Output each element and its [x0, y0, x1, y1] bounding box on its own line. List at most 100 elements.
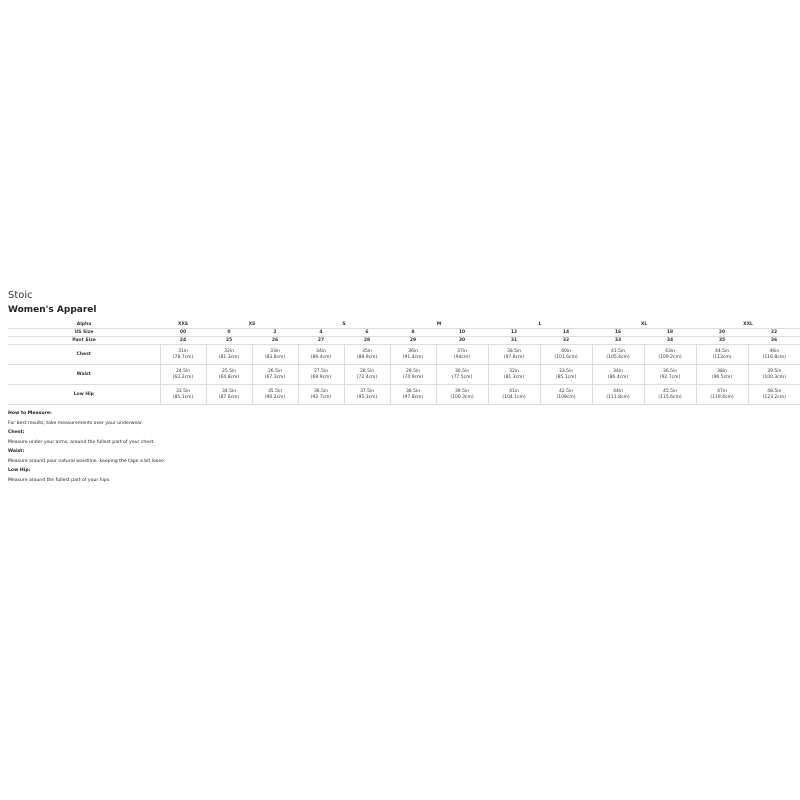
cm-value: (88.9cm)	[356, 354, 378, 360]
us-size-cell: 12	[488, 328, 541, 337]
measurement-cell: 38.5in (97.8cm)	[487, 344, 541, 365]
cm-value: (113cm)	[712, 354, 732, 360]
cm-value: (123.2cm)	[762, 394, 786, 400]
us-size-cell: 22	[748, 328, 800, 337]
inches-value: 38.5in	[506, 348, 522, 354]
pant-size-cell: 29	[390, 336, 436, 345]
measurement-cell: 34in (86.4cm)	[591, 364, 645, 385]
alpha-row: Alpha XXS XS S M L XL XXL	[8, 321, 800, 329]
size-table: Alpha XXS XS S M L XL XXL US Size 00 0 2 4 6 8 10 12 14 16…	[8, 321, 800, 405]
row-label: Chest	[8, 344, 160, 365]
inches-value: 34in	[613, 368, 623, 374]
measurement-cell: 34.5in (87.6cm)	[205, 384, 252, 405]
cm-value: (92.7cm)	[659, 374, 681, 380]
us-size-cell: 10	[436, 328, 489, 337]
alpha-size-cell: XXS	[160, 321, 206, 329]
note-heading: How to Measure:	[8, 411, 52, 416]
inches-value: 37in	[457, 348, 467, 354]
how-to-measure: How to Measure: For best results, take me…	[8, 411, 800, 483]
inches-value: 32in	[509, 368, 519, 374]
us-size-cell: 4	[298, 328, 344, 337]
measurement-cell: 48.5in (123.2cm)	[747, 384, 800, 405]
cm-value: (86.4cm)	[310, 354, 332, 360]
measurement-cell: 34in (86.4cm)	[297, 344, 344, 365]
us-size-cell: 18	[644, 328, 697, 337]
measurement-cell: 33in (83.8cm)	[251, 344, 298, 365]
row-label: Pant Size	[8, 336, 160, 345]
measurement-cell: 27.5in (69.9cm)	[297, 364, 344, 385]
pant-size-cell: 28	[344, 336, 390, 345]
inches-value: 48.5in	[767, 388, 782, 394]
row-label: Alpha	[8, 321, 160, 329]
inches-value: 26.5in	[267, 368, 283, 374]
inches-value: 34in	[316, 348, 326, 354]
inches-value: 41in	[509, 388, 519, 394]
inches-value: 32in	[224, 348, 234, 354]
alpha-size-cell: M	[390, 321, 489, 329]
measurement-cell: 38in (96.5cm)	[695, 364, 749, 385]
measurement-cell: 36in (91.4cm)	[389, 344, 436, 365]
pant-size-cell: 27	[298, 336, 344, 345]
cm-value: (101.6cm)	[554, 354, 578, 360]
cm-value: (67.3cm)	[264, 374, 286, 380]
us-size-cell: 20	[696, 328, 749, 337]
inches-value: 33.5in	[175, 388, 191, 394]
us-size-cell: 6	[344, 328, 390, 337]
cm-value: (97.8cm)	[503, 354, 525, 360]
measurement-cell: 43in (109.2cm)	[643, 344, 697, 365]
measurement-cell: 41in (104.1cm)	[487, 384, 541, 405]
pant-size-cell: 32	[540, 336, 593, 345]
inches-value: 34.5in	[221, 388, 237, 394]
cm-value: (100.3cm)	[450, 394, 474, 400]
us-size-cell: 8	[390, 328, 436, 337]
cm-value: (91.4cm)	[402, 354, 424, 360]
cm-value: (64.8cm)	[218, 374, 240, 380]
inches-value: 47in	[717, 388, 727, 394]
cm-value: (104.1cm)	[502, 394, 526, 400]
cm-value: (69.9cm)	[310, 374, 332, 380]
inches-value: 44.5in	[714, 348, 730, 354]
cm-value: (97.8cm)	[402, 394, 424, 400]
cm-value: (116.8cm)	[762, 354, 786, 360]
measurement-cell: 35in (88.9cm)	[343, 344, 390, 365]
measurement-row: Chest 31in (78.7cm) 32in (81.3cm) 33in (83.8cm…	[8, 344, 800, 365]
measurement-cell: 36.5in (92.7cm)	[643, 364, 697, 385]
inches-value: 33.5in	[558, 368, 574, 374]
pant-size-cell: 26	[252, 336, 298, 345]
inches-value: 30.5in	[454, 368, 470, 374]
inches-value: 36.5in	[313, 388, 329, 394]
cm-value: (105.4cm)	[606, 354, 630, 360]
measurement-cell: 26.5in (67.3cm)	[251, 364, 298, 385]
row-label: Waist	[8, 364, 160, 385]
cm-value: (111.8cm)	[606, 394, 630, 400]
inches-value: 37.5in	[359, 388, 375, 394]
pant-size-cell: 30	[436, 336, 489, 345]
inches-value: 36.5in	[662, 368, 678, 374]
inches-value: 40in	[561, 348, 571, 354]
us-size-cell: 00	[160, 328, 206, 337]
note-heading: Low Hip:	[8, 468, 31, 473]
alpha-size-cell: S	[298, 321, 390, 329]
cm-value: (81.3cm)	[503, 374, 525, 380]
measurement-cell: 42.5in (108cm)	[539, 384, 593, 405]
cm-value: (85.1cm)	[172, 394, 194, 400]
note-text: Measure around your natural waistline, k…	[8, 458, 166, 464]
measurement-cell: 37.5in (95.3cm)	[343, 384, 390, 405]
us-size-cell: 14	[540, 328, 593, 337]
pant-size-cell: 24	[160, 336, 206, 345]
measurement-cell: 45.5in (115.6cm)	[643, 384, 697, 405]
measurement-cell: 44in (111.8cm)	[591, 384, 645, 405]
pant-size-row: Pant Size 24 25 26 27 28 29 30 31 32 33 34 35 36	[8, 336, 800, 345]
measurement-cell: 29.5in (74.9cm)	[389, 364, 436, 385]
row-label: US Size	[8, 328, 160, 337]
inches-value: 36in	[408, 348, 418, 354]
pant-size-cell: 33	[592, 336, 645, 345]
note-text: Measure under your arms, around the full…	[8, 439, 155, 445]
inches-value: 38in	[717, 368, 727, 374]
pant-size-cell: 25	[206, 336, 252, 345]
measurement-cell: 24.5in (62.2cm)	[159, 364, 206, 385]
alpha-size-cell: XL	[592, 321, 697, 329]
measurement-cell: 37in (94cm)	[435, 344, 489, 365]
measurement-cell: 44.5in (113cm)	[695, 344, 749, 365]
cm-value: (119.4cm)	[710, 394, 734, 400]
